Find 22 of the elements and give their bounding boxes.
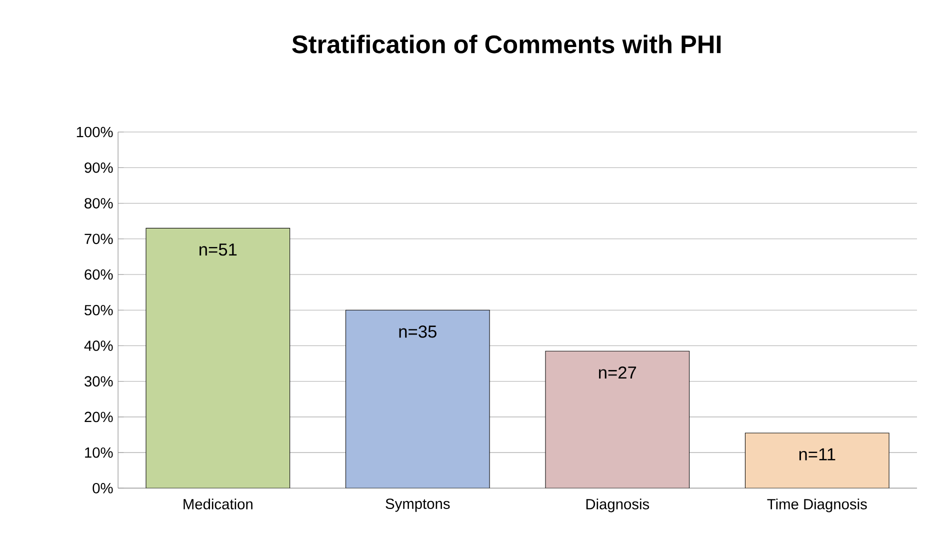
y-tick-label: 50% xyxy=(84,304,113,316)
bar xyxy=(345,310,490,488)
annotation: n=51 xyxy=(200,244,237,256)
y-tick-label: 40% xyxy=(84,340,113,351)
annotation: n=35 xyxy=(399,326,436,338)
x-tick-label: Medication xyxy=(184,498,252,510)
y-tick-label: 60% xyxy=(84,269,113,280)
annotation: n=27 xyxy=(599,366,636,379)
y-tick-label: 0% xyxy=(92,483,113,494)
y-tick-label: 90% xyxy=(84,162,113,173)
x-tick-label: Symptons xyxy=(386,498,450,512)
y-tick-label: 70% xyxy=(84,234,113,244)
annotation: n=11 xyxy=(799,448,836,460)
bar xyxy=(744,432,890,488)
y-tick-label: 30% xyxy=(84,376,113,387)
chart-title: Stratification of Comments with PHI xyxy=(292,34,721,54)
y-tick-label: 100% xyxy=(76,126,113,138)
y-tick-label: 10% xyxy=(85,447,113,458)
x-tick-label: Diagnosis xyxy=(586,498,650,512)
x-tick-label: Time Diagnosis xyxy=(767,498,867,512)
y-tick-label: 20% xyxy=(84,412,113,422)
y-tick-label: 80% xyxy=(84,198,113,209)
